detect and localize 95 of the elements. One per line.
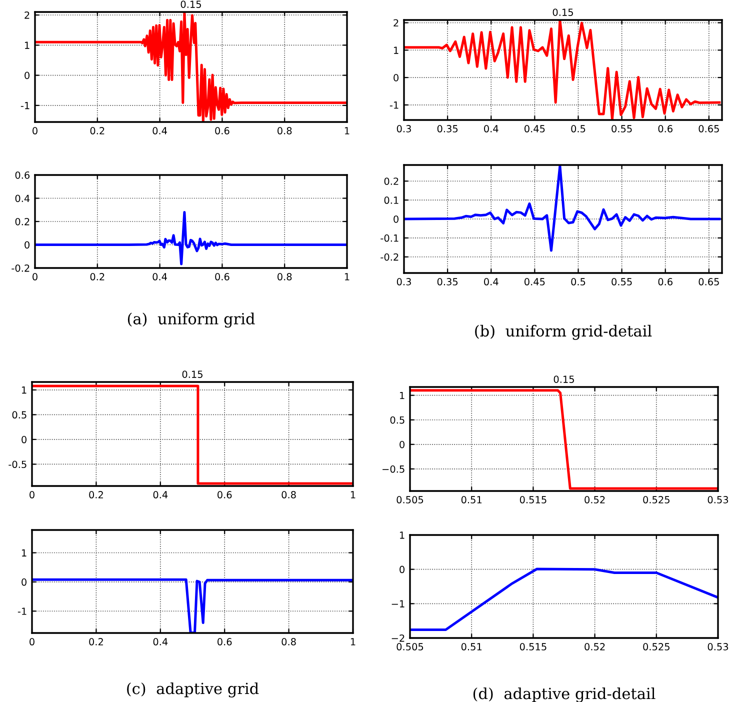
- chart-title: 0.15: [552, 8, 573, 16]
- x-tick-label: 0.8: [278, 127, 292, 134]
- y-tick-label: 0: [22, 578, 26, 586]
- y-tick-label: 0.2: [15, 218, 30, 226]
- y-tick-label: −1: [392, 600, 404, 608]
- y-tick-label: 1: [400, 392, 404, 400]
- x-tick-label: 0.525: [643, 643, 670, 650]
- y-tick-label: 0: [22, 436, 26, 444]
- x-tick-label: 0.515: [520, 643, 546, 650]
- text: (b) uniform grid-detail: [475, 324, 652, 340]
- y-tick-label: -1: [390, 102, 398, 109]
- y-tick-label: 0.1: [384, 196, 398, 204]
- y-tick-label: -0.5: [8, 460, 26, 468]
- line-series: [35, 210, 347, 266]
- x-tick-label: 0.4: [484, 125, 498, 132]
- x-tick-label: 1: [344, 127, 350, 134]
- y-tick-label: 2: [24, 11, 30, 19]
- y-tick-label: −2: [392, 634, 404, 642]
- y-tick-label: 0.2: [384, 178, 398, 185]
- x-tick-label: 0.35: [437, 278, 458, 286]
- x-tick-label: 0.6: [218, 491, 232, 498]
- x-tick-label: 0.8: [282, 491, 296, 498]
- y-tick-label: 0: [24, 241, 30, 249]
- x-tick-label: 0.35: [437, 125, 458, 132]
- y-tick-label: 1: [400, 532, 404, 539]
- line-series: [35, 12, 347, 122]
- x-tick-label: 0.65: [698, 278, 719, 286]
- y-tick-label: 0: [400, 440, 404, 448]
- x-tick-label: 0.6: [658, 278, 672, 286]
- y-tick-label: 0: [394, 215, 398, 223]
- x-tick-label: 1: [350, 491, 356, 498]
- x-tick-label: 0.5: [571, 278, 586, 286]
- x-tick-label: 0.4: [153, 491, 168, 498]
- x-tick-label: 0.4: [153, 638, 168, 646]
- x-tick-label: 0.3: [396, 278, 411, 286]
- x-tick-label: 0.515: [520, 496, 546, 504]
- x-tick-label: 1: [344, 273, 350, 280]
- y-tick-label: 1: [25, 42, 30, 49]
- x-tick-label: 0.52: [584, 643, 605, 650]
- x-tick-label: 0.4: [484, 278, 498, 286]
- y-tick-label: -1: [20, 102, 30, 110]
- text: (d) adaptive grid-detail: [473, 687, 656, 702]
- x-tick-label: 0.51: [461, 643, 482, 650]
- y-tick-label: 0: [394, 74, 398, 82]
- y-tick-label: 2: [394, 19, 398, 26]
- x-tick-label: 0.45: [524, 278, 545, 286]
- y-tick-label: -0.2: [12, 264, 30, 272]
- x-tick-label: 0.5: [571, 125, 586, 132]
- x-tick-label: 0.55: [612, 278, 632, 286]
- x-tick-label: 0.6: [215, 127, 230, 134]
- text: (a) uniform grid: [128, 312, 255, 328]
- x-tick-label: 0.8: [282, 638, 296, 646]
- y-tick-label: -0.2: [380, 253, 398, 261]
- chart-title: 0.15: [554, 376, 574, 383]
- y-tick-label: 0.6: [15, 171, 30, 179]
- x-tick-label: 0.52: [584, 496, 605, 504]
- x-tick-label: 0.2: [89, 491, 103, 498]
- x-tick-label: 0.525: [643, 496, 670, 504]
- x-tick-label: 0.45: [524, 125, 545, 132]
- x-tick-label: 0.8: [278, 273, 292, 280]
- x-tick-label: 0.505: [396, 496, 424, 504]
- x-tick-label: 0.6: [658, 125, 672, 132]
- y-tick-label: 0: [24, 72, 30, 80]
- y-tick-label: -0.1: [380, 234, 398, 242]
- x-tick-label: 0.6: [218, 638, 232, 646]
- x-tick-label: 0.51: [461, 496, 482, 504]
- chart-title: 0.15: [180, 0, 201, 8]
- x-tick-label: 0.6: [215, 273, 230, 280]
- y-tick-label: 1: [22, 386, 26, 394]
- text: (c) adaptive grid: [127, 682, 259, 698]
- x-tick-label: 0.3: [396, 125, 411, 132]
- line-series: [404, 20, 721, 120]
- x-tick-label: 0.53: [708, 643, 728, 650]
- y-tick-label: 0.5: [390, 416, 404, 424]
- x-tick-label: 1: [350, 638, 356, 646]
- line-series: [410, 568, 718, 632]
- x-tick-label: 0.4: [152, 273, 167, 280]
- y-tick-label: 1: [22, 549, 26, 556]
- y-tick-label: −0.5: [382, 465, 404, 473]
- y-tick-label: 0.4: [15, 194, 30, 202]
- x-tick-label: 0.2: [90, 273, 104, 280]
- y-tick-label: 0.5: [12, 411, 26, 419]
- x-tick-label: 0: [32, 273, 38, 280]
- y-tick-label: 1: [394, 46, 398, 54]
- x-tick-label: 0: [32, 127, 38, 134]
- x-tick-label: 0.505: [396, 643, 424, 650]
- x-tick-label: 0.2: [89, 638, 103, 646]
- x-tick-label: 0.65: [698, 125, 719, 132]
- x-tick-label: 0.2: [90, 127, 104, 134]
- x-tick-label: 0.4: [152, 127, 167, 134]
- y-tick-label: -1: [18, 608, 26, 615]
- chart-title: 0.15: [182, 370, 202, 378]
- x-tick-label: 0.55: [612, 125, 632, 132]
- x-tick-label: 0.53: [708, 496, 728, 504]
- y-tick-label: 0: [400, 566, 404, 574]
